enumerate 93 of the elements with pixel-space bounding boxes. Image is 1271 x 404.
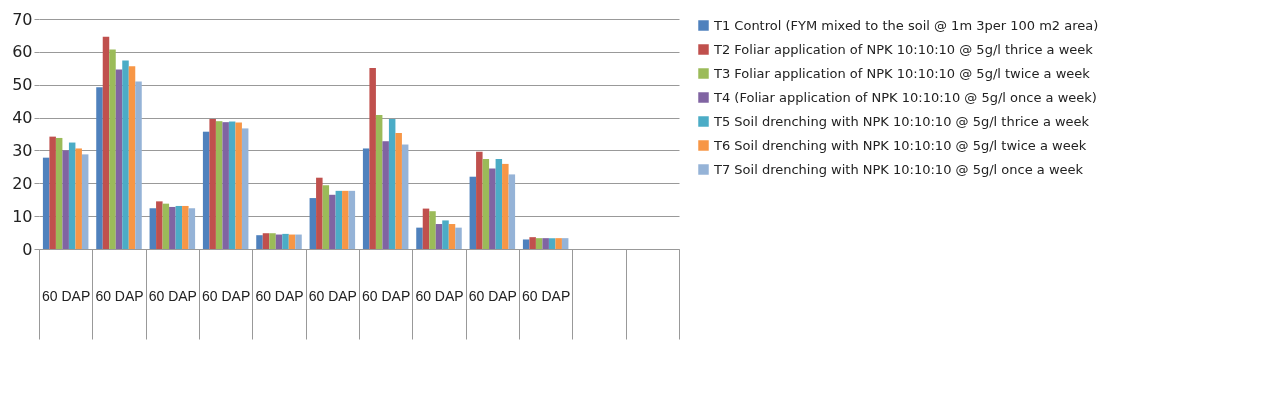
bar bbox=[401, 144, 409, 249]
bar bbox=[455, 227, 462, 249]
x-tick-label: 60 DAP bbox=[522, 287, 571, 304]
bar bbox=[322, 185, 330, 249]
bar bbox=[235, 122, 242, 249]
bar bbox=[256, 235, 263, 249]
y-tick-label: 10 bbox=[12, 206, 33, 226]
bar bbox=[135, 81, 142, 249]
bar bbox=[548, 238, 556, 249]
bar bbox=[109, 49, 116, 249]
bar bbox=[329, 194, 336, 249]
bar bbox=[495, 158, 503, 249]
bar bbox=[175, 205, 183, 249]
legend-label: T4 (Foliar application of NPK 10:10:10 @ 5g/l once a week) bbox=[713, 89, 1097, 105]
bar bbox=[202, 131, 210, 249]
bar bbox=[416, 227, 423, 249]
bar bbox=[529, 237, 536, 249]
legend-label: T5 Soil drenching with NPK 10:10:10 @ 5g/l thrice a week bbox=[713, 113, 1090, 129]
bar bbox=[362, 148, 370, 249]
bar bbox=[382, 141, 389, 249]
bar bbox=[448, 224, 456, 249]
legend-label: T2 Foliar application of NPK 10:10:10 @ 5g/l thrice a week bbox=[713, 41, 1094, 57]
bar bbox=[228, 121, 236, 249]
bar bbox=[96, 87, 103, 249]
bar bbox=[561, 238, 569, 249]
bar bbox=[149, 208, 157, 249]
x-tick-label: 60 DAP bbox=[468, 287, 517, 304]
bar bbox=[42, 157, 50, 249]
y-tick-label: 60 bbox=[12, 42, 33, 62]
bar bbox=[388, 118, 396, 249]
bar bbox=[522, 239, 530, 249]
bar bbox=[156, 201, 163, 249]
legend-label: T1 Control (FYM mixed to the soil @ 1m 3per 100 m2 area) bbox=[713, 17, 1099, 33]
bar bbox=[435, 224, 443, 249]
x-tick-label: 60 DAP bbox=[415, 287, 464, 304]
bar bbox=[429, 211, 436, 249]
x-tick-label: 60 DAP bbox=[255, 287, 304, 304]
bar bbox=[508, 174, 516, 249]
bar bbox=[442, 220, 449, 249]
bar bbox=[122, 60, 129, 249]
bar bbox=[489, 168, 496, 249]
bar bbox=[502, 163, 509, 249]
bar bbox=[316, 177, 323, 249]
bar bbox=[309, 198, 317, 249]
bar bbox=[282, 233, 289, 249]
bar bbox=[55, 137, 63, 249]
bar bbox=[68, 142, 76, 249]
legend-label: T7 Soil drenching with NPK 10:10:10 @ 5g/l once a week bbox=[713, 161, 1084, 177]
y-tick-label: 70 bbox=[12, 9, 33, 29]
y-tick-label: 30 bbox=[12, 140, 33, 160]
bar bbox=[75, 148, 82, 249]
y-tick-label: 40 bbox=[12, 108, 33, 128]
bar bbox=[295, 234, 302, 249]
y-tick-label: 0 bbox=[22, 239, 33, 259]
bar bbox=[215, 121, 223, 249]
bar bbox=[49, 136, 56, 249]
bar bbox=[469, 176, 477, 249]
bar bbox=[102, 36, 110, 249]
bar bbox=[169, 206, 176, 249]
bar bbox=[188, 208, 196, 249]
bar bbox=[222, 122, 229, 249]
bar bbox=[269, 233, 276, 249]
bar bbox=[342, 190, 349, 249]
bar bbox=[535, 238, 543, 249]
bar bbox=[262, 233, 270, 249]
bar bbox=[476, 151, 483, 249]
bar bbox=[128, 66, 136, 249]
bar bbox=[375, 114, 383, 249]
x-tick-label: 60 DAP bbox=[42, 287, 91, 304]
x-tick-label: 60 DAP bbox=[202, 287, 251, 304]
bar bbox=[241, 128, 249, 249]
x-tick-label: 60 DAP bbox=[308, 287, 357, 304]
bar bbox=[348, 190, 356, 249]
bar bbox=[542, 238, 549, 249]
bar bbox=[62, 150, 69, 249]
y-tick-label: 50 bbox=[12, 75, 33, 95]
bar bbox=[395, 133, 402, 249]
bar bbox=[335, 190, 343, 249]
bar bbox=[555, 238, 562, 249]
bar bbox=[369, 67, 376, 249]
bar bbox=[482, 158, 490, 249]
x-tick-label: 60 DAP bbox=[95, 287, 144, 304]
bar bbox=[81, 154, 89, 249]
bar bbox=[162, 203, 170, 249]
bar bbox=[422, 208, 430, 249]
x-tick-label: 60 DAP bbox=[148, 287, 197, 304]
legend-label: T3 Foliar application of NPK 10:10:10 @ 5g/l twice a week bbox=[713, 65, 1091, 81]
bar bbox=[115, 69, 123, 249]
legend-label: T6 Soil drenching with NPK 10:10:10 @ 5g/l twice a week bbox=[713, 137, 1087, 153]
bar bbox=[209, 118, 216, 249]
x-tick-label: 60 DAP bbox=[362, 287, 411, 304]
bar bbox=[182, 205, 189, 249]
y-tick-label: 20 bbox=[12, 173, 33, 193]
